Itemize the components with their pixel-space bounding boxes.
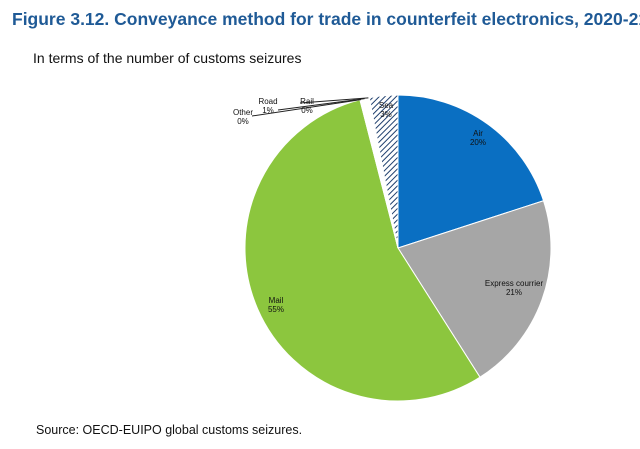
slice-label-air: Air	[473, 129, 483, 138]
slice-express-courrier	[397, 200, 552, 378]
figure-subtitle: In terms of the number of customs seizur…	[33, 50, 302, 66]
leader-lines	[251, 97, 369, 117]
slice-value-other: 0%	[237, 117, 249, 126]
slice-label-sea: Sea	[379, 101, 394, 110]
slice-value-sea: 3%	[380, 110, 392, 119]
slice-label-other: Other	[233, 108, 253, 117]
slice-value-express-courrier: 21%	[506, 288, 522, 297]
leader-line-rail	[299, 97, 369, 104]
slice-mail	[244, 99, 481, 402]
slice-value-rail: 0%	[301, 106, 313, 115]
slice-value-air: 20%	[470, 138, 486, 147]
pie-slices	[244, 94, 552, 402]
leader-line-other	[251, 99, 361, 117]
slice-air	[397, 94, 545, 249]
slice-sea	[368, 94, 399, 249]
slice-value-road: 1%	[262, 106, 274, 115]
figure-title: Figure 3.12. Conveyance method for trade…	[12, 9, 640, 29]
slice-label-express-courrier: Express courrier	[485, 279, 544, 288]
slice-label-rail: Rail	[300, 97, 314, 106]
leader-line-road	[277, 98, 365, 111]
slice-label-mail: Mail	[269, 296, 284, 305]
slice-label-road: Road	[258, 97, 277, 106]
figure-source: Source: OECD-EUIPO global customs seizur…	[36, 423, 303, 437]
slice-value-mail: 55%	[268, 305, 284, 314]
